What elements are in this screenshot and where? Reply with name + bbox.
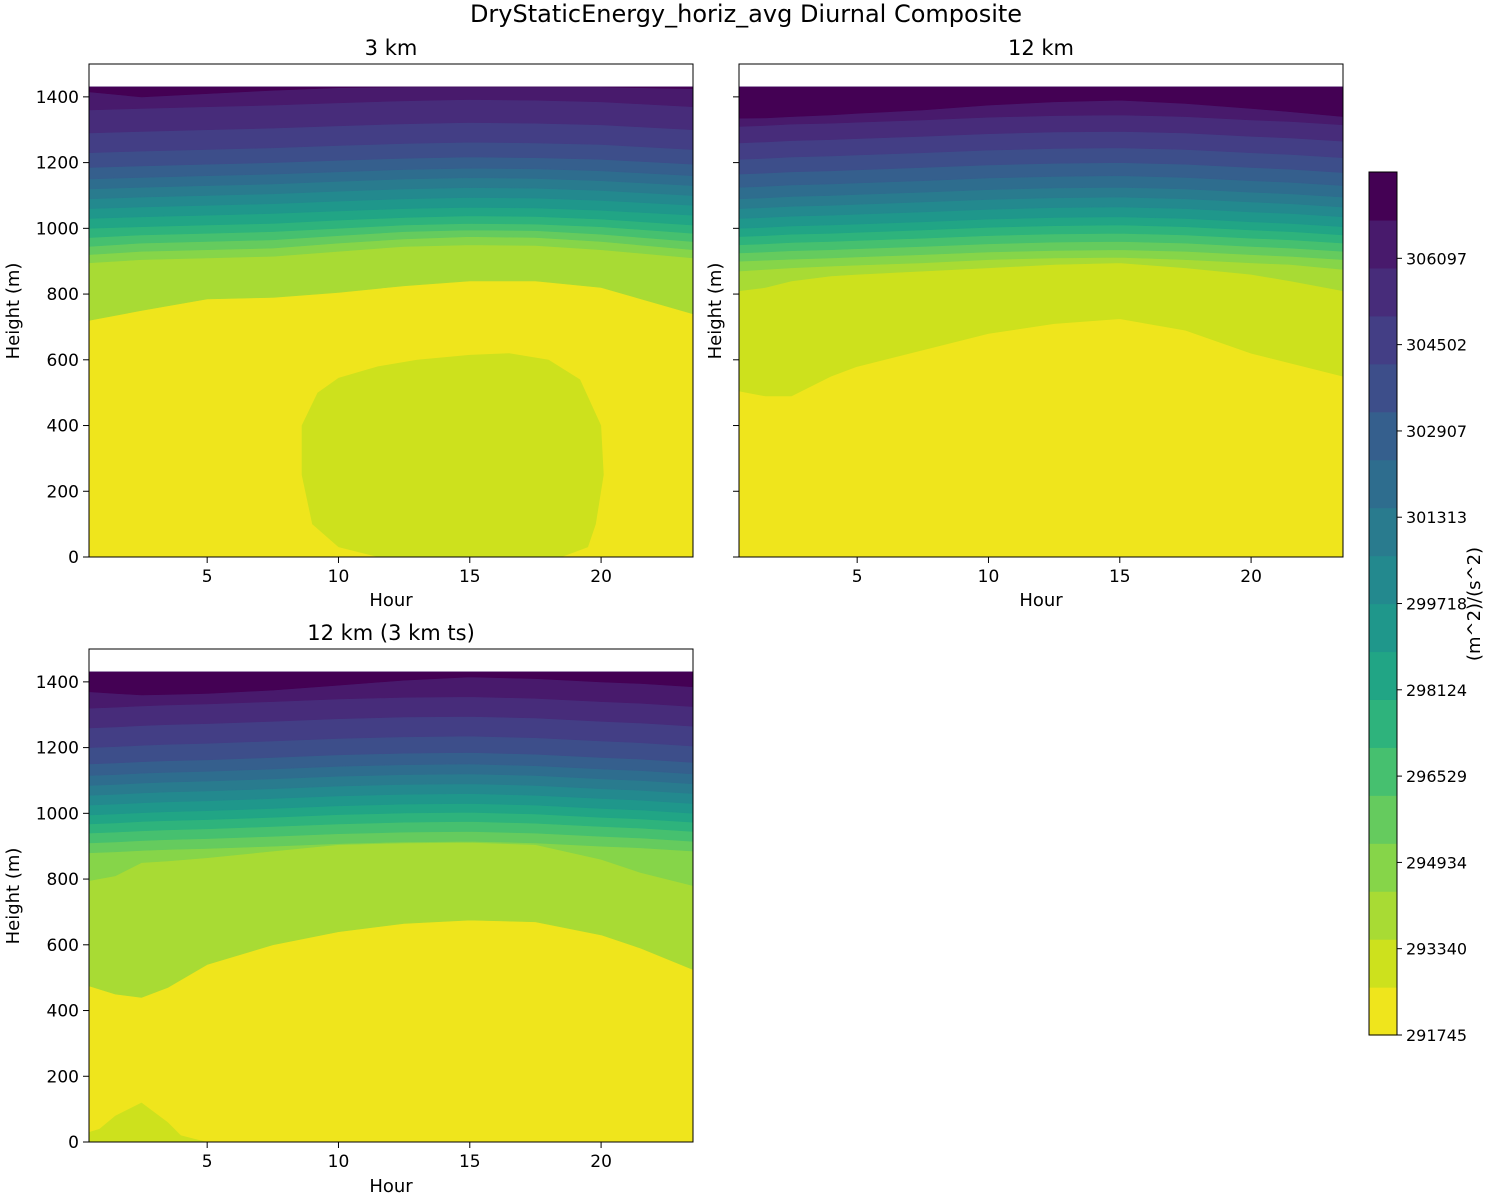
y-tick-label: 600: [47, 936, 79, 956]
colorbar-band-7: [1369, 651, 1397, 700]
x-axis-label: Hour: [1019, 590, 1063, 611]
colorbar-tick-label: 301313: [1406, 508, 1467, 527]
x-tick-label: 20: [590, 1152, 612, 1172]
colorbar-band-12: [1369, 411, 1397, 461]
colorbar-band-4: [1369, 795, 1397, 844]
y-axis-label: Height (m): [3, 848, 24, 945]
colorbar-band-8: [1369, 603, 1397, 653]
contour-blob-level-1: [89, 1102, 208, 1142]
colorbar-band-10: [1369, 507, 1397, 557]
colorbar-tick-label: 291745: [1406, 1026, 1467, 1045]
panel-title: 3 km: [365, 36, 418, 60]
colorbar-tick-label: 306097: [1406, 249, 1467, 268]
y-tick-label: 600: [47, 351, 79, 371]
colorbar-band-14: [1369, 315, 1397, 365]
panel-12km: 12 km 5 10 15 20 Hour Height (m): [705, 36, 1344, 611]
panel-title: 12 km: [1008, 36, 1074, 60]
x-axis-label: Hour: [369, 1176, 413, 1197]
y-tick-label: 1200: [36, 739, 79, 759]
y-axis-label: Height (m): [705, 263, 726, 360]
figure-title: DryStaticEnergy_horiz_avg Diurnal Compos…: [470, 0, 1022, 28]
y-tick-label: 800: [47, 870, 79, 890]
x-tick-label: 15: [1109, 567, 1131, 587]
colorbar-band-1: [1369, 939, 1397, 988]
colorbar-tick-label: 296529: [1406, 767, 1467, 786]
x-tick-label: 20: [590, 567, 612, 587]
y-tick-label: 0: [68, 1133, 79, 1153]
colorbar-band-17: [1369, 172, 1397, 221]
colorbar-tick-label: 302907: [1406, 422, 1467, 441]
contour-plot: 5 10 15 20: [733, 63, 1344, 587]
panel-title: 12 km (3 km ts): [307, 621, 475, 645]
x-tick-label: 5: [202, 1152, 213, 1172]
y-tick-label: 1000: [36, 219, 79, 239]
panel-12km-3km-ts: 12 km (3 km ts) 5 10 15 2002004006008001000…: [3, 621, 694, 1197]
colorbar-band-2: [1369, 891, 1397, 940]
x-tick-label: 10: [978, 567, 1000, 587]
y-axis-label: Height (m): [3, 263, 24, 360]
colorbar-band-5: [1369, 747, 1397, 796]
colorbar-band-11: [1369, 459, 1397, 509]
axes-frame: [88, 648, 694, 1143]
colorbar-band-13: [1369, 363, 1397, 413]
axes-frame: [738, 63, 1344, 558]
colorbar-tick-label: 298124: [1406, 681, 1467, 700]
colorbar: 291745 293340 294934 296529 298124 299718 3013…: [1368, 171, 1485, 1045]
colorbar-bands: [1369, 172, 1397, 1036]
x-tick-label: 5: [852, 567, 863, 587]
y-tick-label: 200: [47, 482, 79, 502]
x-tick-label: 10: [328, 567, 350, 587]
axes-frame: [88, 63, 694, 558]
y-tick-label: 400: [47, 1002, 79, 1022]
contour-band-level-17: [738, 86, 1344, 119]
y-tick-label: 1400: [36, 88, 79, 108]
contour-blob-level-1: [301, 353, 604, 557]
x-tick-label: 10: [328, 1152, 350, 1172]
x-tick-label: 20: [1240, 567, 1262, 587]
colorbar-band-3: [1369, 843, 1397, 892]
colorbar-tick-label: 299718: [1406, 595, 1467, 614]
x-tick-label: 5: [202, 567, 213, 587]
colorbar-label: (m^2)/(s^2): [1464, 547, 1485, 661]
x-tick-label: 15: [459, 567, 481, 587]
y-tick-label: 200: [47, 1067, 79, 1087]
x-axis-label: Hour: [369, 590, 413, 611]
y-tick-label: 1000: [36, 804, 79, 824]
colorbar-tick-label: 304502: [1406, 336, 1467, 355]
colorbar-tick-label: 294934: [1406, 853, 1467, 872]
y-tick-label: 800: [47, 285, 79, 305]
colorbar-band-6: [1369, 699, 1397, 748]
colorbar-band-0: [1369, 987, 1397, 1036]
y-tick-label: 400: [47, 417, 79, 437]
colorbar-band-15: [1369, 267, 1397, 317]
x-tick-label: 15: [459, 1152, 481, 1172]
y-tick-label: 0: [68, 548, 79, 568]
colorbar-band-16: [1369, 219, 1397, 269]
y-tick-label: 1200: [36, 154, 79, 174]
y-tick-label: 1400: [36, 673, 79, 693]
colorbar-tick-label: 293340: [1406, 940, 1467, 959]
contour-band-level-17: [88, 671, 694, 696]
colorbar-ticks: 291745 293340 294934 296529 298124 299718 3013…: [1397, 249, 1467, 1045]
colorbar-band-9: [1369, 555, 1397, 605]
